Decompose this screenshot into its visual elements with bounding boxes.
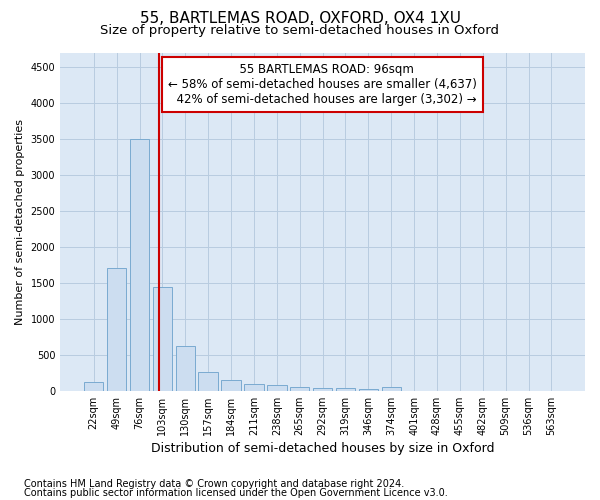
Bar [107, 268, 127, 391]
Text: Contains public sector information licensed under the Open Government Licence v3: Contains public sector information licen… [24, 488, 448, 498]
Bar [336, 388, 355, 391]
Bar [221, 380, 241, 391]
Bar [313, 388, 332, 391]
Bar [244, 384, 263, 391]
Bar [290, 387, 310, 391]
Bar [130, 139, 149, 391]
X-axis label: Distribution of semi-detached houses by size in Oxford: Distribution of semi-detached houses by … [151, 442, 494, 455]
Bar [359, 388, 378, 391]
Text: Size of property relative to semi-detached houses in Oxford: Size of property relative to semi-detach… [101, 24, 499, 37]
Bar [382, 387, 401, 391]
Bar [84, 382, 103, 391]
Bar [267, 386, 287, 391]
Bar [176, 346, 195, 391]
Text: 55 BARTLEMAS ROAD: 96sqm
← 58% of semi-detached houses are smaller (4,637)
  42%: 55 BARTLEMAS ROAD: 96sqm ← 58% of semi-d… [168, 62, 477, 106]
Bar [199, 372, 218, 391]
Y-axis label: Number of semi-detached properties: Number of semi-detached properties [15, 118, 25, 324]
Text: 55, BARTLEMAS ROAD, OXFORD, OX4 1XU: 55, BARTLEMAS ROAD, OXFORD, OX4 1XU [139, 11, 461, 26]
Text: Contains HM Land Registry data © Crown copyright and database right 2024.: Contains HM Land Registry data © Crown c… [24, 479, 404, 489]
Bar [152, 287, 172, 391]
